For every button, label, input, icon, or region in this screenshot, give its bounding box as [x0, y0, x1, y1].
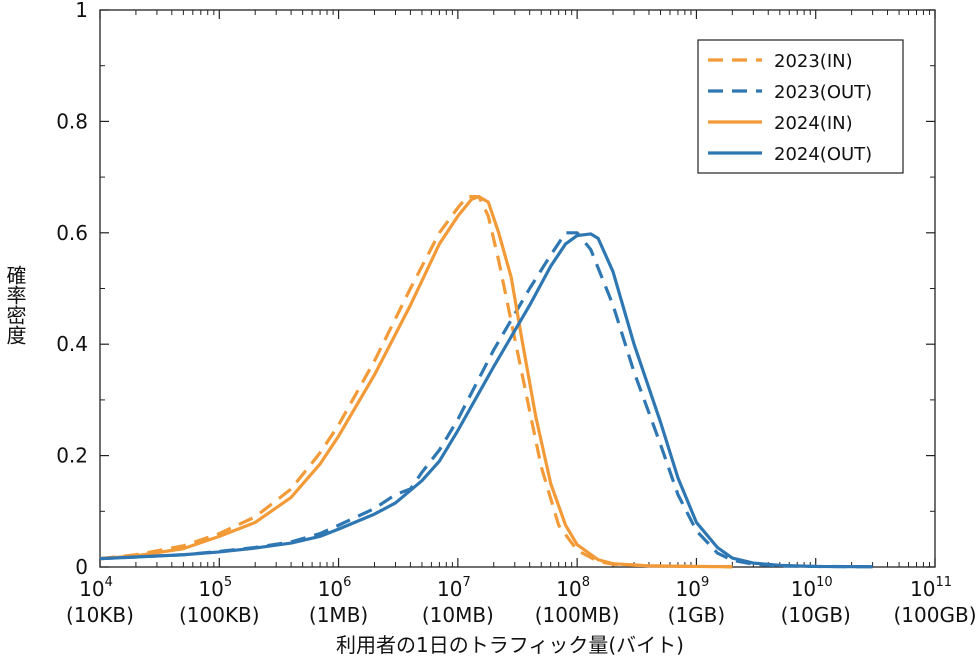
x-axis-title: 利用者の1日のトラフィック量(バイト)	[336, 633, 684, 657]
x-tick-label-3: 107	[437, 575, 471, 601]
series-line-2024(OUT)	[99, 232, 873, 569]
x-tick-label-5: 109	[676, 575, 710, 601]
x-tick-label-7: 1011	[910, 575, 952, 601]
y-tick-label-4: 0.8	[56, 109, 88, 133]
series-line-2024(IN)	[99, 194, 733, 569]
x-tick-label-6: 1010	[791, 575, 833, 601]
legend-label-1: 2023(OUT)	[774, 82, 872, 103]
y-tick-label-3: 0.6	[56, 221, 88, 245]
x-tick-sublabel-2: (1MB)	[309, 603, 368, 627]
y-tick-label-5: 1	[75, 0, 88, 22]
axes-layer: 0 0.2 0.4 0.6 0.8 1 104(10KB) 105(100KB) 106(1MB…	[56, 0, 976, 627]
x-tick-label-0: 104	[79, 575, 113, 601]
legend-box	[697, 39, 904, 174]
x-tick-sublabel-5: (1GB)	[668, 603, 726, 627]
legend-label-0: 2023(IN)	[774, 51, 853, 72]
y-tick-label-2: 0.4	[56, 332, 88, 356]
series-line-2023(OUT)	[99, 231, 873, 569]
series-layer	[99, 194, 873, 569]
series-line-2023(IN)	[99, 194, 733, 569]
x-tick-label-4: 108	[556, 575, 590, 601]
legend: 2023(IN) 2023(OUT) 2024(IN) 2024(OUT)	[697, 39, 904, 174]
x-tick-label-2: 106	[318, 575, 352, 601]
y-tick-label-1: 0.2	[56, 444, 88, 468]
y-axis-title: 確率密度	[3, 265, 27, 345]
x-tick-sublabel-1: (100KB)	[179, 603, 260, 627]
x-tick-sublabel-6: (10GB)	[781, 603, 851, 627]
x-tick-sublabel-4: (100MB)	[535, 603, 620, 627]
x-tick-label-1: 105	[198, 575, 232, 601]
x-tick-sublabel-7: (100GB)	[894, 603, 977, 627]
y-tick-label-0: 0	[75, 555, 88, 579]
x-tick-sublabel-0: (10KB)	[66, 603, 134, 627]
legend-label-3: 2024(OUT)	[774, 144, 872, 165]
legend-label-2: 2024(IN)	[774, 113, 853, 134]
x-tick-sublabel-3: (10MB)	[422, 603, 494, 627]
